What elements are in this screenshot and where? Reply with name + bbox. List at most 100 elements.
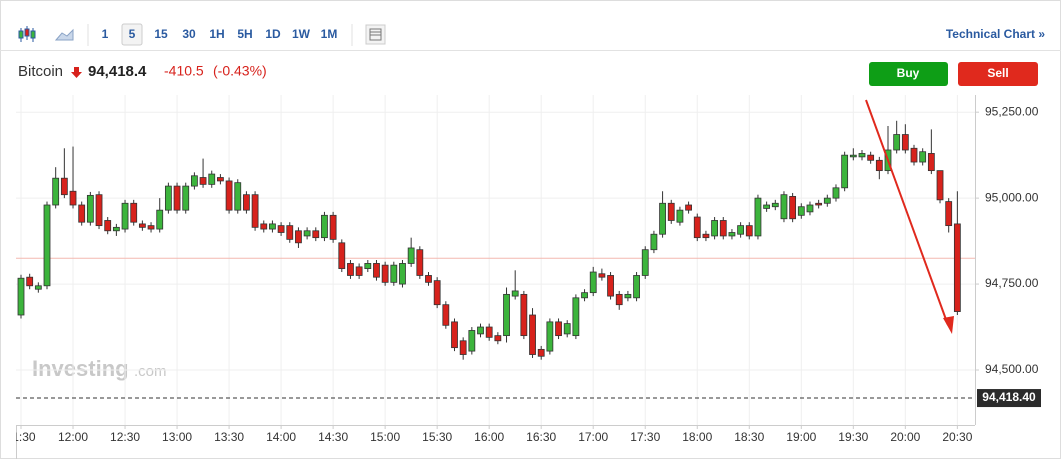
candle-body	[598, 273, 606, 278]
x-tick-label: 19:00	[786, 430, 816, 444]
candle-body	[537, 348, 545, 357]
interval-button[interactable]: 1D	[265, 27, 281, 41]
candle-body	[529, 314, 536, 355]
x-tick-label: 14:30	[318, 430, 348, 444]
candle-body	[832, 187, 840, 199]
candle-body	[390, 264, 398, 283]
candle-body	[953, 223, 961, 312]
candle-body	[763, 204, 771, 209]
interval-button[interactable]: 1W	[292, 27, 311, 41]
x-tick-label: 17:00	[578, 430, 608, 444]
candle-body	[702, 233, 710, 239]
candle-body	[910, 147, 918, 163]
interval-button[interactable]: 1M	[321, 27, 338, 41]
candle-body	[875, 159, 883, 172]
candle-body	[615, 293, 623, 306]
candle-body	[494, 335, 502, 342]
technical-chart-link[interactable]: Technical Chart »	[946, 27, 1045, 41]
candle-body	[841, 154, 849, 189]
x-tick-label: 12:30	[110, 430, 140, 444]
annotation-arrow	[865, 99, 949, 326]
x-tick-label: 16:30	[526, 430, 556, 444]
candle-body	[60, 177, 68, 196]
candle-body	[685, 204, 692, 211]
candle-body	[728, 232, 736, 237]
buy-label[interactable]: Buy	[897, 66, 920, 80]
y-tick-label: 94,500.00	[985, 362, 1039, 376]
interval-button[interactable]: 5	[129, 27, 136, 41]
candle-body	[503, 293, 510, 337]
candle-body	[624, 293, 632, 299]
candle-body	[936, 170, 944, 201]
candle-body	[416, 249, 424, 276]
candle-body	[381, 264, 389, 283]
price-change: -410.5	[164, 63, 204, 79]
candle-body	[138, 223, 146, 228]
y-tick-label: 95,250.00	[985, 104, 1039, 118]
candle-body	[459, 340, 467, 355]
last-price-label: 94,418.40	[982, 390, 1036, 404]
candle-body	[95, 194, 103, 227]
candle-body	[69, 190, 77, 206]
candle-body	[901, 134, 909, 151]
candle-body	[104, 220, 112, 232]
candle-body	[754, 197, 762, 237]
x-tick-label: 15:00	[370, 430, 400, 444]
candle-body	[312, 230, 320, 239]
candle-body	[121, 202, 129, 230]
candle-body	[745, 225, 753, 237]
candle-body	[164, 185, 172, 211]
candle-body	[78, 204, 86, 223]
candle-body	[563, 323, 571, 335]
sell-button[interactable]	[958, 62, 1038, 86]
candle-body	[355, 266, 363, 276]
candle-body	[442, 304, 450, 326]
candle-body	[269, 223, 276, 230]
y-tick-label: 95,000.00	[985, 190, 1039, 204]
candle-body	[217, 177, 224, 182]
candle-body	[26, 276, 34, 287]
percent-change: (-0.43%)	[213, 63, 267, 79]
candle-body	[225, 180, 233, 211]
candle-body	[815, 202, 823, 206]
interval-button[interactable]: 1	[102, 27, 109, 41]
candle-body	[277, 225, 285, 233]
x-tick-label: 11:30	[6, 430, 35, 444]
candle-body	[589, 271, 597, 294]
x-tick-label: 13:00	[162, 430, 192, 444]
candle-body	[52, 177, 60, 206]
candle-body	[260, 223, 268, 230]
candle-body	[693, 216, 701, 239]
layout-icon[interactable]	[365, 24, 386, 45]
candle-body	[407, 247, 415, 264]
candle-body	[667, 202, 675, 221]
x-tick-label: 20:00	[890, 430, 920, 444]
candle-body	[546, 321, 554, 352]
candle-body	[199, 177, 207, 185]
sell-label[interactable]: Sell	[987, 66, 1008, 80]
candle-body	[650, 233, 658, 251]
interval-button[interactable]: 30	[182, 27, 196, 41]
candle-body	[373, 263, 380, 278]
candle-body	[849, 154, 857, 158]
candle-body	[485, 326, 493, 338]
x-tick-label: 17:30	[630, 430, 660, 444]
interval-button[interactable]: 5H	[237, 27, 252, 41]
area-icon[interactable]	[54, 28, 74, 41]
candle-icon[interactable]	[18, 26, 36, 42]
candle-body	[676, 209, 684, 223]
candle-body	[17, 277, 25, 316]
candle-body	[520, 293, 528, 337]
candle-body	[659, 202, 666, 235]
candle-body	[425, 275, 432, 283]
interval-button[interactable]: 15	[154, 27, 168, 41]
candle-body	[112, 226, 120, 232]
x-tick-label: 16:00	[474, 430, 504, 444]
candle-body	[867, 154, 875, 161]
buy-button[interactable]	[869, 62, 948, 86]
interval-button[interactable]: 1H	[209, 27, 224, 41]
watermark-suffix: .com	[134, 363, 167, 380]
candle-body	[234, 182, 242, 211]
candle-body	[321, 214, 328, 239]
